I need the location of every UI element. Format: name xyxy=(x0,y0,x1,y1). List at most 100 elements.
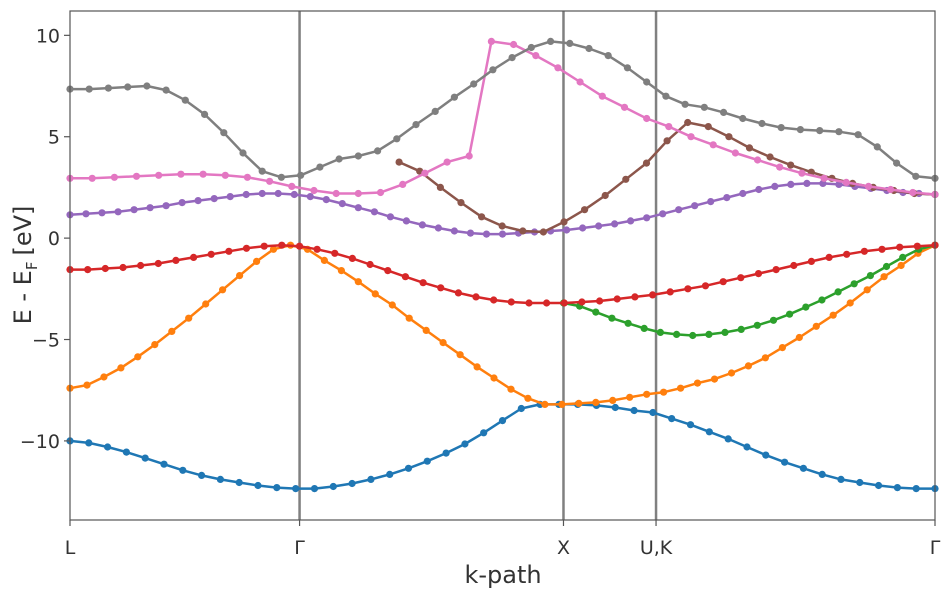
band-point xyxy=(601,191,609,200)
band-point xyxy=(745,144,754,152)
band-point xyxy=(310,186,318,195)
band-point xyxy=(762,451,770,459)
band-point xyxy=(640,324,648,332)
band-point xyxy=(766,153,774,161)
band-point xyxy=(221,171,229,179)
band-point xyxy=(181,96,189,104)
band-point xyxy=(421,169,429,177)
band-point xyxy=(835,128,843,136)
band-point xyxy=(137,261,145,270)
band-point xyxy=(85,439,93,447)
band-point xyxy=(117,364,125,372)
band-point xyxy=(724,435,732,443)
band-point xyxy=(539,228,548,236)
band-point xyxy=(623,64,632,72)
band-point xyxy=(673,330,681,338)
band-point xyxy=(162,202,170,210)
band-point xyxy=(596,297,604,305)
band-point xyxy=(739,114,747,123)
band-point xyxy=(912,172,920,180)
band-point xyxy=(662,92,670,100)
y-axis-label: E - EF [eV] xyxy=(9,206,41,325)
band-point xyxy=(434,224,442,232)
band-point xyxy=(776,163,784,171)
band-point xyxy=(818,470,826,478)
band-point xyxy=(253,257,261,265)
band-point xyxy=(423,457,431,465)
band-point xyxy=(624,319,632,327)
band-point xyxy=(659,210,667,218)
band-point xyxy=(707,198,715,206)
y-tick-label: 10 xyxy=(36,25,60,47)
band-point xyxy=(437,284,445,292)
band-point xyxy=(626,393,634,401)
band-point xyxy=(412,121,420,129)
band-point xyxy=(812,322,820,330)
band-point xyxy=(151,341,159,349)
y-axis-label-unit: [eV] xyxy=(9,206,37,256)
band-point xyxy=(278,241,286,249)
band-point xyxy=(772,266,780,274)
band-point xyxy=(134,353,142,361)
band-point xyxy=(367,475,375,483)
band-point xyxy=(899,253,907,261)
band-point xyxy=(160,460,168,468)
band-point xyxy=(725,133,733,141)
band-point xyxy=(737,274,745,282)
band-point xyxy=(807,257,816,265)
y-tick-label: −10 xyxy=(20,431,60,453)
band-point xyxy=(684,118,692,127)
band-point xyxy=(581,206,589,214)
band-point xyxy=(630,406,638,415)
band-point xyxy=(519,227,527,235)
band-point xyxy=(402,217,410,225)
band-point xyxy=(554,64,562,72)
band-point xyxy=(393,135,401,143)
band-point xyxy=(354,189,362,198)
band-point xyxy=(790,261,798,270)
band-point xyxy=(498,230,507,238)
band-point xyxy=(470,80,478,88)
band-point xyxy=(842,178,850,186)
band-point xyxy=(731,149,740,157)
band-point xyxy=(480,429,488,437)
band-point xyxy=(663,137,671,145)
band-point xyxy=(132,172,141,180)
band-point xyxy=(322,196,330,204)
band-point xyxy=(194,197,202,205)
band-point xyxy=(354,152,362,160)
band-point xyxy=(897,261,905,270)
band-point xyxy=(604,52,612,60)
band-point xyxy=(693,379,702,387)
band-point xyxy=(595,222,603,230)
band-point xyxy=(598,92,606,100)
band-point xyxy=(457,199,465,207)
x-axis: L Γ X U,K Γ xyxy=(65,520,941,559)
band-point xyxy=(442,449,450,457)
band-point xyxy=(777,124,785,132)
band-point xyxy=(686,421,695,429)
band-point xyxy=(418,221,426,229)
band-line-7 xyxy=(70,40,936,196)
band-point xyxy=(431,107,439,115)
band-point xyxy=(199,170,207,178)
band-point xyxy=(846,299,854,307)
band-point xyxy=(338,200,346,208)
band-point xyxy=(909,188,917,197)
band-point xyxy=(705,428,713,436)
band-point xyxy=(643,390,651,398)
band-point xyxy=(243,173,251,181)
band-point xyxy=(508,54,516,62)
band-point xyxy=(454,289,462,297)
x-tick-label: U,K xyxy=(640,537,673,559)
band-point xyxy=(643,78,651,86)
band-point xyxy=(576,78,584,86)
band-point xyxy=(388,301,396,309)
band-point xyxy=(98,209,106,217)
band-point xyxy=(854,131,862,139)
band-point xyxy=(216,475,224,483)
band-point xyxy=(543,299,551,307)
band-point xyxy=(461,440,469,448)
band-point xyxy=(210,195,218,203)
band-point xyxy=(401,273,409,281)
